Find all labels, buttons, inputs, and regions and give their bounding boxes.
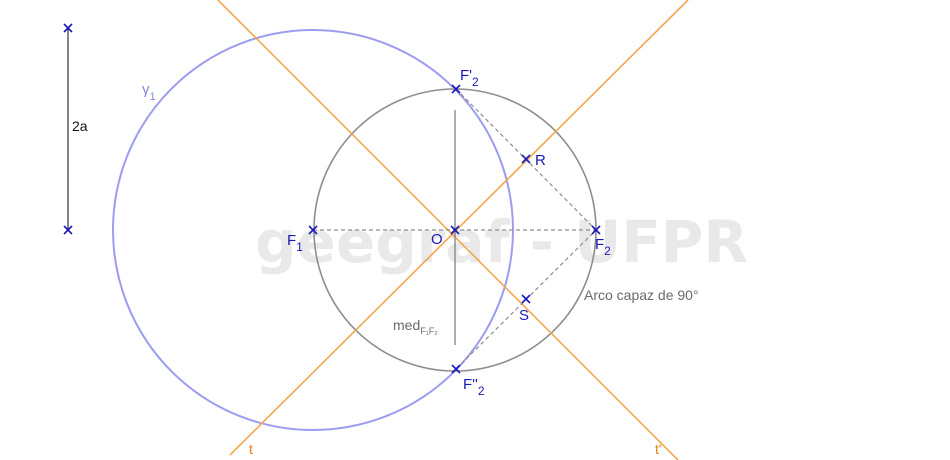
- arco-capaz-label: Arco capaz de 90°: [584, 287, 699, 303]
- point-f2-prime-label: F'2: [460, 67, 479, 89]
- point-s-label: S: [519, 307, 529, 324]
- segment-2a-bottom-mark: [63, 225, 73, 235]
- gamma-label: γ1: [142, 81, 156, 103]
- point-f1-mark: [308, 225, 318, 235]
- point-f2-mark: [591, 225, 601, 235]
- point-s-mark: [521, 294, 531, 304]
- point-f1-label: F1: [287, 232, 303, 254]
- point-f2-label: F2: [595, 236, 611, 258]
- watermark-text: geegraf - UFPR: [255, 208, 748, 276]
- tangent-t-label: t: [249, 441, 253, 457]
- tangent-line-t: [229, 0, 689, 456]
- tangent-t-prime-label: t': [655, 441, 662, 457]
- point-o-mark: [450, 225, 460, 235]
- point-f2-prime-mark: [451, 84, 461, 94]
- point-f2-double-prime-mark: [451, 364, 461, 374]
- point-r-label: R: [535, 152, 546, 169]
- mediatrix-label: medF₁F₂: [393, 317, 438, 336]
- point-r-mark: [521, 154, 531, 164]
- segment-2a-label: 2a: [72, 118, 88, 134]
- segment-2a-top-mark: [63, 23, 73, 33]
- point-o-label: O: [431, 231, 443, 248]
- point-f2-double-prime-label: F''2: [463, 376, 485, 398]
